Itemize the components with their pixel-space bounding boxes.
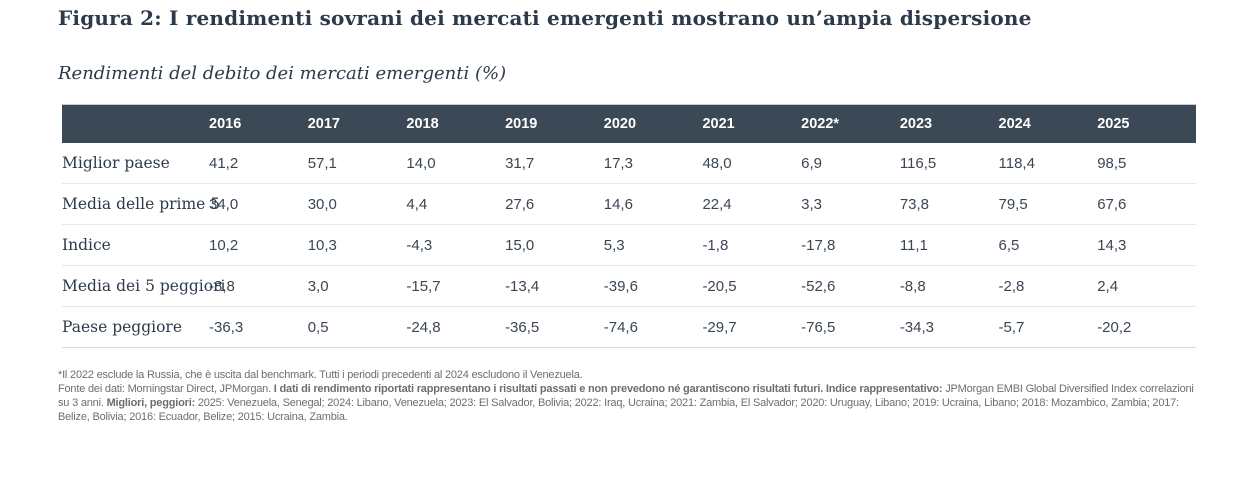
footnote-segment: JPMorgan EMBI Global Diversified Index c… — [58, 383, 1194, 409]
footnote-bold-segment: Migliori, peggiori: — [106, 397, 198, 409]
value-cell: -2,8 — [998, 265, 1098, 307]
value-cell: 34,0 — [209, 183, 308, 225]
value-cell: -29,7 — [702, 306, 802, 348]
value-cell: 118,4 — [998, 143, 1098, 184]
value-cell: 5,3 — [603, 224, 703, 266]
value-cell: 79,5 — [998, 183, 1098, 225]
footnote-bold-segment: I dati di rendimento riportati rappresen… — [273, 383, 946, 395]
value-cell: -8,8 — [899, 265, 999, 307]
value-cell: 14,0 — [406, 143, 506, 184]
value-cell: 0,5 — [307, 306, 407, 348]
value-cell: 17,3 — [603, 143, 703, 184]
table-header-year-2023: 2023 — [899, 104, 999, 143]
value-cell: 30,0 — [307, 183, 407, 225]
footnote-segment: 2025: Venezuela, Senegal; 2024: Libano, … — [58, 397, 1179, 423]
row-label: Media dei 5 peggiori — [62, 265, 225, 307]
value-cell: -24,8 — [406, 306, 506, 348]
table-row: Miglior paese 41,2 57,1 14,0 31,7 17,3 48,0 6,9… — [62, 143, 1196, 184]
value-cell: -36,5 — [505, 306, 604, 348]
value-cell: -4,3 — [406, 224, 506, 266]
value-cell: 15,0 — [505, 224, 604, 266]
table-row: Indice 10,2 10,3 -4,3 15,0 5,3 -1,8 -17,8 11,1 6,… — [62, 224, 1196, 266]
value-cell: 116,5 — [899, 143, 999, 184]
value-cell: 10,2 — [209, 224, 308, 266]
value-cell: -52,6 — [801, 265, 900, 307]
footnotes: *Il 2022 esclude la Russia, che è uscita… — [58, 368, 1196, 424]
footnote-segment: Fonte dei dati: Morningstar Direct, JPMo… — [58, 383, 274, 395]
value-cell: 3,3 — [801, 183, 900, 225]
figure-title: Figura 2: I rendimenti sovrani dei merca… — [58, 6, 1032, 30]
returns-table-body: Miglior paese 41,2 57,1 14,0 31,7 17,3 48,0 6,9… — [62, 143, 1196, 348]
row-label: Media delle prime 5 — [62, 183, 220, 225]
value-cell: 10,3 — [307, 224, 407, 266]
table-header-year-2016: 2016 — [209, 104, 308, 143]
table-header-year-2024: 2024 — [998, 104, 1098, 143]
figure-subtitle: Rendimenti del debito dei mercati emerge… — [58, 63, 507, 84]
value-cell: -13,4 — [505, 265, 604, 307]
table-header-empty-cell — [62, 104, 209, 143]
value-cell: -17,8 — [801, 224, 900, 266]
value-cell: 31,7 — [505, 143, 604, 184]
table-row: Media dei 5 peggiori -8,8 3,0 -15,7 -13,4 -39… — [62, 265, 1196, 307]
value-cell: -76,5 — [801, 306, 900, 348]
value-cell: 98,5 — [1097, 143, 1196, 184]
row-label: Paese peggiore — [62, 306, 209, 348]
table-header: 2016 2017 2018 2019 2020 2021 2022* 2023 2024 202… — [62, 104, 1196, 143]
value-cell: 22,4 — [702, 183, 802, 225]
value-cell: -36,3 — [209, 306, 308, 348]
value-cell: 6,9 — [801, 143, 900, 184]
table-header-year-2017: 2017 — [307, 104, 407, 143]
value-cell: 48,0 — [702, 143, 802, 184]
table-header-row: 2016 2017 2018 2019 2020 2021 2022* 2023 2024 202… — [62, 104, 1196, 143]
table-header-year-2019: 2019 — [505, 104, 604, 143]
table-header-year-2020: 2020 — [603, 104, 703, 143]
table-header-year-2022: 2022* — [801, 104, 900, 143]
value-cell: 57,1 — [307, 143, 407, 184]
value-cell: -74,6 — [603, 306, 703, 348]
table-row: Media delle prime 5 34,0 30,0 4,4 27,6 14,6 22… — [62, 183, 1196, 225]
value-cell: 27,6 — [505, 183, 604, 225]
footnote-asterisk: *Il 2022 esclude la Russia, che è uscita… — [58, 369, 583, 381]
value-cell: 2,4 — [1097, 265, 1196, 307]
value-cell: 3,0 — [307, 265, 407, 307]
value-cell: 67,6 — [1097, 183, 1196, 225]
table-row: Paese peggiore -36,3 0,5 -24,8 -36,5 -74,6 -29… — [62, 306, 1196, 348]
value-cell: -1,8 — [702, 224, 802, 266]
value-cell: -20,5 — [702, 265, 802, 307]
value-cell: 14,6 — [603, 183, 703, 225]
value-cell: 14,3 — [1097, 224, 1196, 266]
table-header-year-2018: 2018 — [406, 104, 506, 143]
value-cell: 11,1 — [899, 224, 999, 266]
footnote-source: Fonte dei dati: Morningstar Direct, JPMo… — [58, 382, 1196, 424]
table-header-year-2021: 2021 — [702, 104, 802, 143]
value-cell: 6,5 — [998, 224, 1098, 266]
value-cell: -8,8 — [209, 265, 308, 307]
value-cell: -5,7 — [998, 306, 1098, 348]
value-cell: -34,3 — [899, 306, 999, 348]
value-cell: -39,6 — [603, 265, 703, 307]
value-cell: 73,8 — [899, 183, 999, 225]
value-cell: 41,2 — [209, 143, 308, 184]
table-header-year-2025: 2025 — [1097, 104, 1196, 143]
value-cell: 4,4 — [406, 183, 506, 225]
figure-container: Figura 2: I rendimenti sovrani dei merca… — [58, 6, 1196, 424]
row-label: Indice — [62, 224, 209, 266]
returns-table: 2016 2017 2018 2019 2020 2021 2022* 2023 2024 202… — [62, 104, 1196, 348]
value-cell: -20,2 — [1097, 306, 1196, 348]
row-label: Miglior paese — [62, 143, 209, 184]
value-cell: -15,7 — [406, 265, 506, 307]
